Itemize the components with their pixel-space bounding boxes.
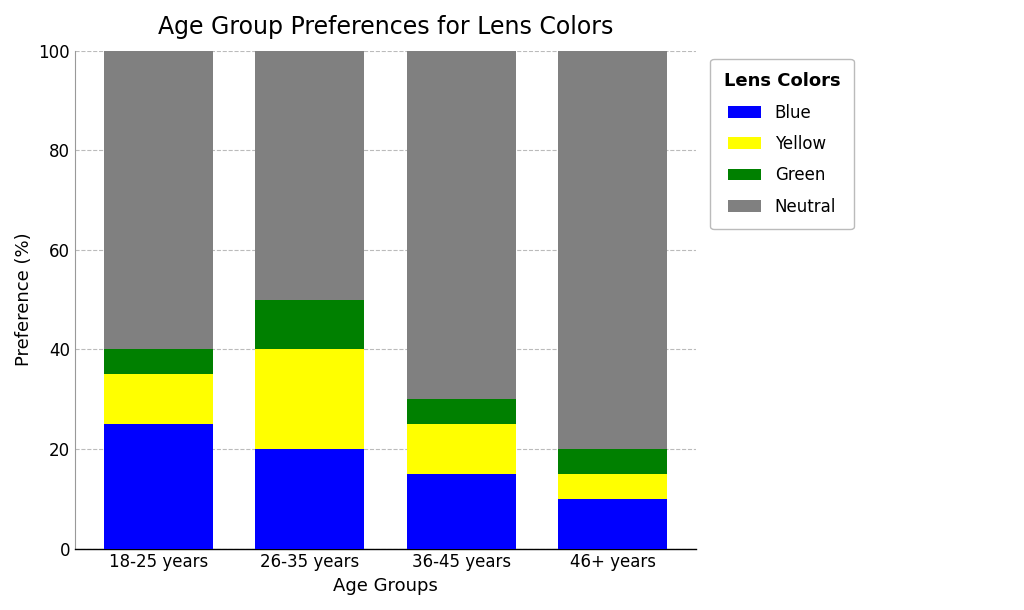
Y-axis label: Preference (%): Preference (%) — [15, 233, 33, 367]
Bar — [255, 51, 365, 300]
Bar — [558, 51, 667, 449]
Bar — [255, 350, 365, 449]
Bar — [558, 499, 667, 548]
Bar — [407, 51, 516, 399]
X-axis label: Age Groups: Age Groups — [333, 577, 438, 595]
Bar — [407, 424, 516, 474]
Bar — [558, 449, 667, 474]
Bar — [255, 449, 365, 548]
Bar — [103, 375, 213, 424]
Bar — [103, 350, 213, 375]
Title: Age Group Preferences for Lens Colors: Age Group Preferences for Lens Colors — [158, 15, 613, 39]
Bar — [255, 300, 365, 350]
Bar — [407, 399, 516, 424]
Bar — [407, 474, 516, 548]
Bar — [103, 51, 213, 350]
Bar — [103, 424, 213, 548]
Bar — [558, 474, 667, 499]
Legend: Blue, Yellow, Green, Neutral: Blue, Yellow, Green, Neutral — [711, 59, 854, 229]
